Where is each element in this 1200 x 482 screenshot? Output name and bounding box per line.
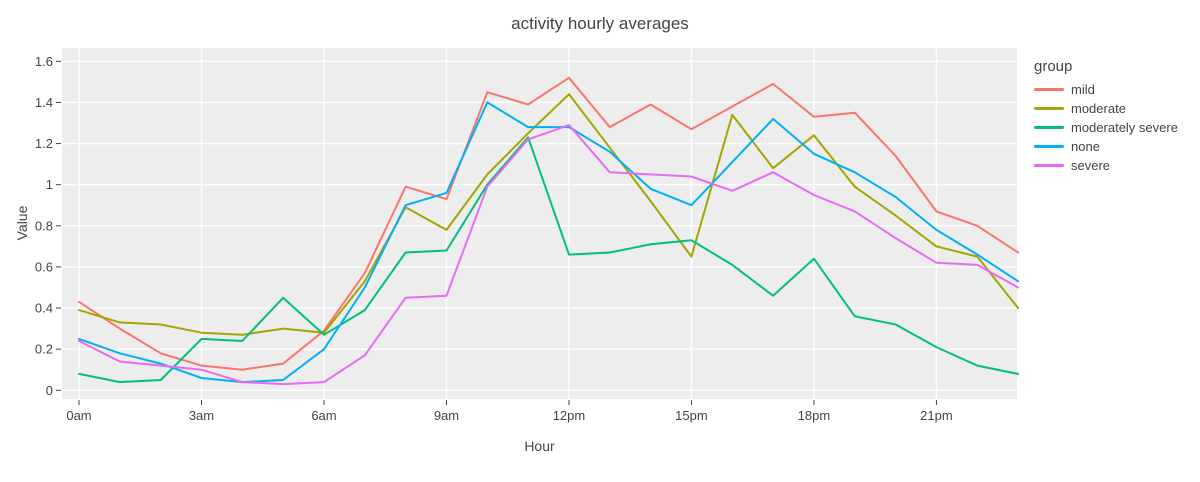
y-tick-label: 0.6 [35, 259, 53, 274]
y-tick-label: 1.2 [35, 136, 53, 151]
x-tick-label: 18pm [798, 408, 831, 423]
y-tick-label: 0.8 [35, 218, 53, 233]
legend-item-moderate[interactable]: moderate [1034, 99, 1178, 118]
legend-item-none[interactable]: none [1034, 137, 1178, 156]
legend-items: mild moderate moderately severe none severe [1034, 80, 1178, 175]
legend-item-label: severe [1071, 158, 1111, 173]
y-tick-label: 1 [46, 177, 53, 192]
legend-swatch [1034, 164, 1064, 167]
legend-item-severe[interactable]: severe [1034, 156, 1178, 175]
y-tick-label: 0.4 [35, 301, 53, 316]
legend: group mild moderate moderately severe none s… [1034, 58, 1178, 175]
series-line-none [78, 101, 1020, 384]
series-line-mild [78, 76, 1020, 371]
series-line-severe [78, 124, 1020, 386]
y-axis-title: Value [14, 205, 30, 241]
x-tick-label: 0am [66, 408, 91, 423]
legend-swatch [1034, 126, 1064, 129]
legend-swatch [1034, 88, 1064, 91]
legend-swatch [1034, 107, 1064, 110]
legend-item-label: moderate [1071, 101, 1126, 116]
x-tick-label: 21pm [920, 408, 953, 423]
legend-item-label: moderately severe [1071, 120, 1178, 135]
x-tick-label: 6am [311, 408, 336, 423]
legend-item-moderately-severe[interactable]: moderately severe [1034, 118, 1178, 137]
y-tick-label: 1.4 [35, 95, 53, 110]
x-axis-title: Hour [524, 438, 555, 454]
legend-item-label: mild [1071, 82, 1095, 97]
x-tick-label: 15pm [675, 408, 708, 423]
legend-item-label: none [1071, 139, 1100, 154]
series-line-moderately-severe [78, 136, 1020, 384]
legend-item-mild[interactable]: mild [1034, 80, 1178, 99]
legend-title: group [1034, 58, 1073, 75]
x-tick-label: 3am [189, 408, 214, 423]
x-tick-label: 9am [434, 408, 459, 423]
x-tick-label: 12pm [553, 408, 586, 423]
legend-swatch [1034, 145, 1064, 148]
y-tick-label: 1.6 [35, 54, 53, 69]
series-line-moderate [78, 93, 1020, 336]
y-tick-label: 0 [46, 383, 53, 398]
y-tick-label: 0.2 [35, 342, 53, 357]
chart-title: activity hourly averages [511, 14, 689, 33]
